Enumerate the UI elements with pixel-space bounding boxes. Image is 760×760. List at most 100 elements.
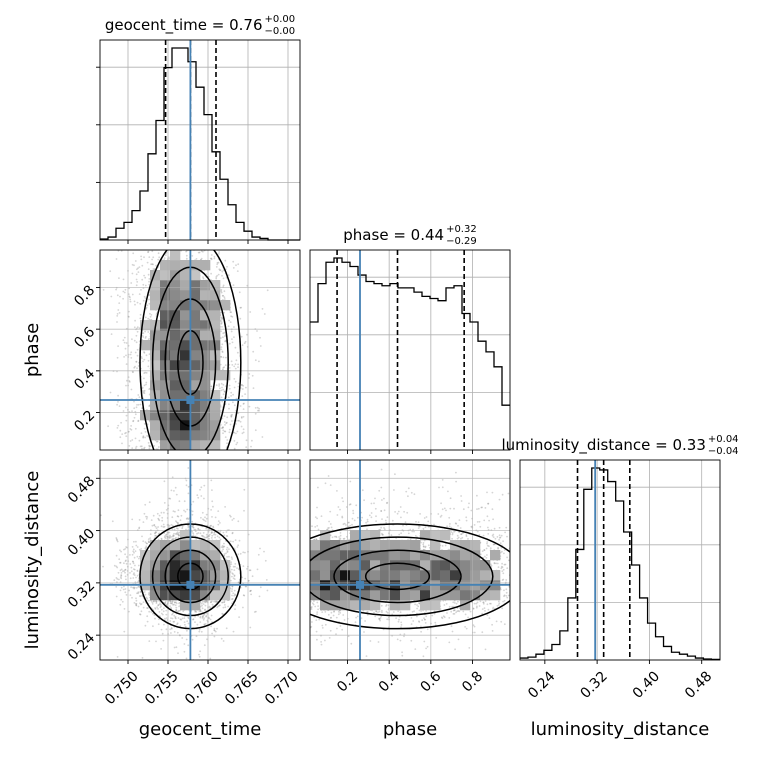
sample-point bbox=[213, 532, 216, 534]
sample-point bbox=[224, 385, 227, 387]
density-cell bbox=[170, 330, 181, 341]
density-cell bbox=[150, 270, 161, 281]
sample-point bbox=[233, 365, 236, 368]
sample-point bbox=[125, 354, 127, 357]
sample-point bbox=[266, 289, 269, 292]
sample-point bbox=[116, 427, 119, 429]
sample-point bbox=[224, 506, 227, 508]
sample-point bbox=[163, 257, 166, 259]
sample-point bbox=[204, 609, 206, 611]
sample-point bbox=[138, 557, 140, 560]
sample-point bbox=[249, 311, 252, 313]
density-cell bbox=[180, 260, 191, 271]
density-cell bbox=[170, 440, 181, 450]
sample-point bbox=[200, 250, 203, 253]
sample-point bbox=[196, 623, 199, 626]
sample-point bbox=[116, 315, 119, 317]
density-cell bbox=[200, 290, 211, 301]
density-cell bbox=[160, 330, 171, 341]
sample-point bbox=[243, 488, 246, 491]
sample-point bbox=[109, 391, 112, 394]
sample-point bbox=[237, 363, 240, 366]
density-cell bbox=[190, 380, 201, 391]
sample-point bbox=[153, 445, 156, 447]
sample-point bbox=[224, 334, 227, 337]
sample-point bbox=[142, 521, 145, 523]
sample-point bbox=[125, 431, 127, 434]
density-cell bbox=[200, 360, 211, 371]
sample-point bbox=[131, 272, 134, 275]
sample-point bbox=[137, 419, 140, 422]
sample-point bbox=[141, 535, 143, 538]
sample-point bbox=[157, 252, 160, 255]
sample-point bbox=[134, 319, 137, 322]
sample-point bbox=[125, 406, 127, 409]
sample-point bbox=[178, 534, 181, 537]
sample-point bbox=[142, 436, 145, 439]
sample-point bbox=[241, 388, 244, 390]
sample-point bbox=[151, 263, 154, 266]
sample-point bbox=[145, 383, 147, 386]
density-cell bbox=[180, 310, 191, 321]
sample-point bbox=[141, 264, 144, 267]
sample-point bbox=[222, 336, 224, 339]
sample-point bbox=[231, 558, 234, 560]
sample-point bbox=[221, 427, 224, 429]
density-cell bbox=[170, 350, 181, 361]
density-cell bbox=[190, 360, 201, 371]
density-cell bbox=[210, 390, 221, 401]
sample-point bbox=[231, 585, 234, 588]
sample-point bbox=[150, 314, 153, 316]
sample-point bbox=[220, 558, 222, 561]
sample-point bbox=[130, 351, 133, 354]
sample-point bbox=[233, 575, 236, 577]
sample-point bbox=[178, 602, 180, 605]
sample-point bbox=[254, 407, 257, 409]
sample-point bbox=[199, 616, 202, 619]
sample-point bbox=[145, 307, 148, 310]
sample-point bbox=[133, 326, 136, 329]
sample-point bbox=[148, 302, 151, 305]
sample-point bbox=[147, 593, 150, 596]
sample-point bbox=[244, 340, 247, 343]
sample-point bbox=[218, 383, 221, 386]
sample-point bbox=[233, 440, 236, 442]
sample-point bbox=[220, 348, 223, 351]
sample-point bbox=[231, 531, 234, 534]
sample-point bbox=[196, 494, 199, 497]
sample-point bbox=[203, 536, 206, 539]
sample-point bbox=[122, 290, 125, 293]
sample-point bbox=[131, 560, 134, 563]
sample-point bbox=[252, 350, 255, 353]
sample-point bbox=[142, 283, 145, 286]
sample-point bbox=[223, 296, 226, 299]
sample-point bbox=[210, 258, 213, 261]
density-cell bbox=[170, 400, 181, 411]
sample-point bbox=[226, 556, 229, 558]
sample-point bbox=[224, 339, 227, 342]
sample-point bbox=[145, 335, 147, 338]
density-cell bbox=[210, 320, 221, 331]
sample-point bbox=[149, 312, 151, 315]
sample-point bbox=[175, 646, 178, 649]
sample-point bbox=[204, 604, 207, 607]
sample-point bbox=[118, 277, 120, 279]
sample-point bbox=[115, 258, 118, 260]
sample-point bbox=[221, 386, 223, 389]
density-cell bbox=[210, 280, 221, 291]
sample-point bbox=[220, 346, 223, 348]
sample-point bbox=[136, 330, 139, 333]
sample-point bbox=[210, 532, 213, 535]
sample-point bbox=[119, 295, 121, 298]
sample-point bbox=[147, 599, 150, 602]
sample-point bbox=[236, 270, 239, 272]
sample-point bbox=[233, 386, 236, 389]
sample-point bbox=[258, 595, 261, 598]
sample-point bbox=[223, 601, 226, 604]
sample-point bbox=[234, 594, 237, 597]
sample-point bbox=[230, 415, 233, 418]
sample-point bbox=[145, 372, 148, 374]
sample-point bbox=[222, 383, 225, 386]
sample-point bbox=[222, 548, 225, 551]
